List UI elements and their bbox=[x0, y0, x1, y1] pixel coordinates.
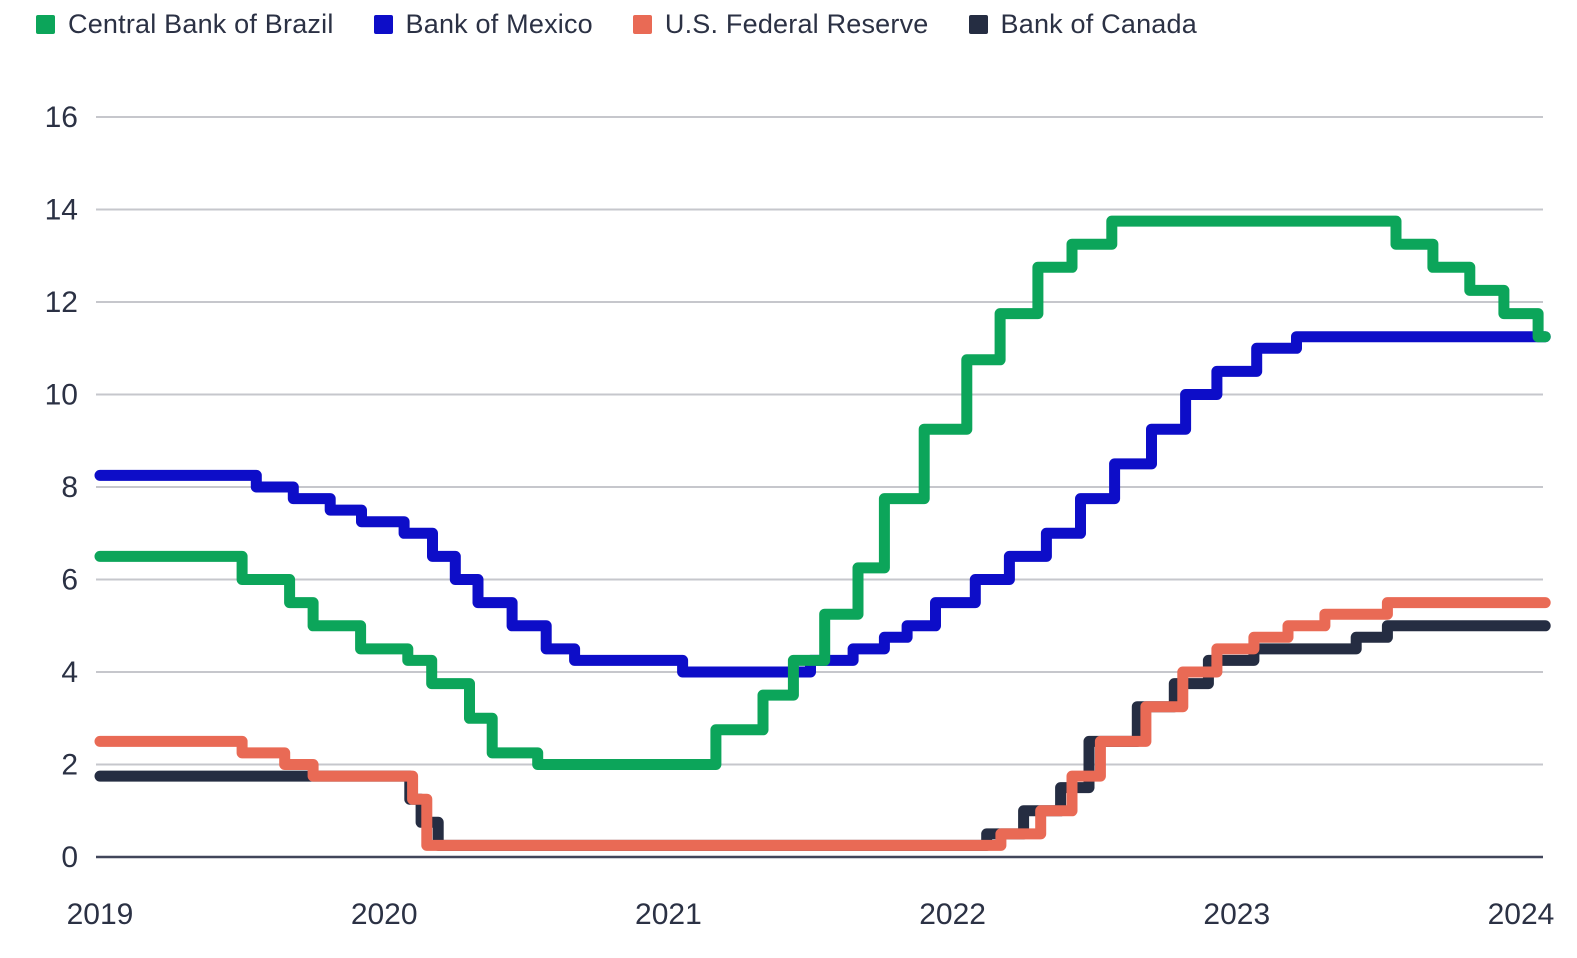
y-tick-label-4: 4 bbox=[61, 656, 78, 689]
y-tick-label-16: 16 bbox=[45, 101, 78, 134]
y-tick-label-6: 6 bbox=[61, 564, 78, 597]
y-tick-label-2: 2 bbox=[61, 749, 78, 782]
series-line-bank-of-mexico bbox=[94, 331, 1551, 678]
x-tick-label-2019: 2019 bbox=[67, 898, 134, 931]
x-tick-label-2022: 2022 bbox=[919, 898, 986, 931]
x-tick-label-2023: 2023 bbox=[1203, 898, 1270, 931]
series-line-central-bank-of-brazil bbox=[94, 215, 1551, 770]
legend-label-brazil: Central Bank of Brazil bbox=[68, 9, 334, 39]
y-tick-label-0: 0 bbox=[61, 841, 78, 874]
y-tick-label-14: 14 bbox=[45, 194, 78, 227]
y-tick-label-10: 10 bbox=[45, 379, 78, 412]
legend-item-mexico: Bank of Mexico bbox=[373, 8, 593, 40]
x-tick-label-2024: 2024 bbox=[1488, 898, 1555, 931]
x-tick-label-2020: 2020 bbox=[351, 898, 418, 931]
legend-item-canada: Bank of Canada bbox=[968, 8, 1197, 40]
legend-item-fed: U.S. Federal Reserve bbox=[632, 8, 929, 40]
legend-swatch-fed-icon bbox=[632, 14, 652, 34]
y-tick-label-8: 8 bbox=[61, 471, 78, 504]
legend-swatch-mexico-icon bbox=[373, 14, 393, 34]
legend-label-mexico: Bank of Mexico bbox=[405, 9, 593, 39]
legend-swatch-canada-icon bbox=[968, 14, 988, 34]
legend-swatch-brazil-icon bbox=[36, 14, 55, 34]
x-tick-label-2021: 2021 bbox=[635, 898, 702, 931]
legend-label-canada: Bank of Canada bbox=[1000, 9, 1197, 39]
legend: Central Bank of Brazil Bank of Mexico U.… bbox=[36, 8, 1197, 40]
y-tick-label-12: 12 bbox=[45, 286, 78, 319]
series-line-u-s-federal-reserve bbox=[94, 597, 1551, 851]
legend-item-brazil: Central Bank of Brazil bbox=[36, 8, 334, 40]
legend-label-fed: U.S. Federal Reserve bbox=[664, 9, 929, 39]
